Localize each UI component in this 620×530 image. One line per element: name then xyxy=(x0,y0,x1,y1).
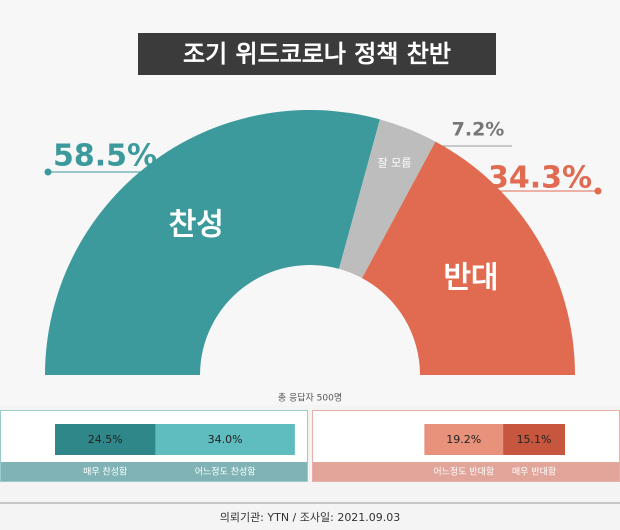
legend-label: 매우 찬성함 xyxy=(83,467,127,478)
slice xyxy=(45,109,380,376)
bar-value-label: 34.0% xyxy=(208,433,243,446)
bar-value-label: 24.5% xyxy=(88,433,123,446)
bar-value-label: 19.2% xyxy=(446,433,481,446)
slice xyxy=(339,119,436,279)
slice xyxy=(362,141,575,375)
value-label: 7.2% xyxy=(452,119,505,141)
slice-label: 반대 xyxy=(443,260,498,295)
slice-label: 찬성 xyxy=(169,207,224,242)
title-box xyxy=(138,33,496,75)
bar-segment xyxy=(155,424,295,455)
value-label: 34.3% xyxy=(488,161,592,196)
leader-dot xyxy=(594,187,602,195)
slice-label: 잘 모름 xyxy=(377,157,411,170)
bar-segment xyxy=(424,424,504,455)
legend-label: 매우 반대함 xyxy=(512,467,556,478)
legend-label: 어느정도 찬성함 xyxy=(195,467,256,478)
chart-title: 조기 위드코로나 정책 찬반 xyxy=(183,40,451,68)
left-label-band xyxy=(1,462,307,481)
leader-dot xyxy=(44,168,52,176)
legend-label: 어느정도 반대함 xyxy=(433,467,494,478)
bar-segment xyxy=(503,424,565,455)
note: 총 응답자 500명 xyxy=(278,392,342,404)
bar-segment xyxy=(55,424,156,455)
value-label: 58.5% xyxy=(53,139,157,174)
bar-value-label: 15.1% xyxy=(517,433,552,446)
right-label-band xyxy=(313,462,619,481)
footer: 의뢰기관: YTN / 조사일: 2021.09.03 xyxy=(220,510,401,524)
